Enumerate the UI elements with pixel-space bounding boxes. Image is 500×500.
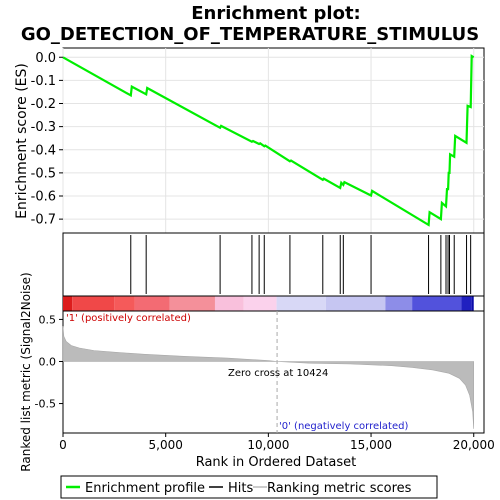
- es-y-tick-label: 0.0: [35, 51, 56, 66]
- metric-y-axis-label: Ranked list metric (Signal2Noise): [19, 272, 33, 471]
- heatmap-segment: [243, 296, 277, 311]
- heatmap-segment: [134, 296, 170, 311]
- heatmap-segment: [461, 296, 472, 311]
- legend-label-enrichment: Enrichment profile: [85, 481, 205, 496]
- x-tick-label: 20,000: [453, 438, 495, 452]
- heatmap-segment: [471, 296, 474, 311]
- positive-correlation-label: '1' (positively correlated): [66, 313, 191, 324]
- heatmap-segment: [214, 296, 244, 311]
- enrichment-profile-line: [62, 54, 475, 227]
- heatmap-segment: [63, 296, 73, 311]
- chart-title-line1: Enrichment plot:: [191, 3, 361, 24]
- x-axis-label: Rank in Ordered Dataset: [196, 455, 357, 470]
- metric-y-tick-label: 0.0: [39, 355, 57, 368]
- metric-y-tick-label: -0.5: [35, 398, 56, 411]
- legend-frame: [60, 475, 438, 499]
- rank-heatmap-bar: [62, 295, 485, 312]
- es-y-ticks: 0.0 -0.1 -0.2 -0.3 -0.4 -0.5 -0.6 -0.7: [31, 51, 63, 228]
- es-y-tick-label: -0.4: [31, 143, 56, 158]
- metric-panel: 0.5 0.0 -0.5 '1' (positively correlated) '…: [19, 272, 485, 472]
- heatmap-segment: [169, 296, 215, 311]
- es-y-tick-label: -0.7: [31, 213, 56, 228]
- heatmap-segment: [325, 296, 386, 311]
- metric-panel-frame: [62, 310, 485, 434]
- heatmap-segment: [114, 296, 135, 311]
- es-y-tick-label: -0.2: [31, 97, 56, 112]
- es-y-tick-label: -0.1: [31, 74, 56, 89]
- es-y-tick-label: -0.5: [31, 166, 56, 181]
- es-panel: 0.0 -0.1 -0.2 -0.3 -0.4 -0.5 -0.6 -0.7 Enrichme…: [14, 47, 485, 234]
- metric-y-tick-label: 0.5: [39, 313, 57, 326]
- heatmap-segment: [276, 296, 326, 311]
- metric-y-ticks: 0.5 0.0 -0.5: [35, 313, 63, 411]
- hit-marks: [130, 235, 472, 294]
- es-y-tick-label: -0.3: [31, 120, 56, 135]
- hits-panel-frame: [62, 232, 485, 297]
- x-tick-label: 5,000: [149, 438, 183, 452]
- chart-title-line2: GO_DETECTION_OF_TEMPERATURE_STIMULUS: [21, 24, 479, 45]
- x-tick-label: 15,000: [350, 438, 392, 452]
- es-panel-frame: [62, 47, 485, 234]
- legend: Enrichment profile Hits Ranking metric s…: [60, 475, 438, 499]
- heatmap-segment: [412, 296, 462, 311]
- es-y-tick-label: -0.6: [31, 190, 56, 205]
- negative-correlation-label: '0' (negatively correlated): [279, 421, 408, 432]
- legend-label-ranking: Ranking metric scores: [267, 481, 412, 496]
- x-tick-label: 10,000: [247, 438, 289, 452]
- zero-cross-label: Zero cross at 10424: [228, 368, 328, 379]
- heatmap-segment: [385, 296, 413, 311]
- heatmap-segments: [63, 296, 474, 311]
- hits-panel: [62, 232, 485, 297]
- ranking-metric-area: [62, 326, 474, 429]
- es-y-axis-label: Enrichment score (ES): [14, 63, 30, 219]
- legend-label-hits: Hits: [228, 481, 253, 496]
- x-tick-label: 0: [59, 438, 67, 452]
- x-axis-ticks: 0 5,000 10,000 15,000 20,000: [59, 433, 495, 452]
- heatmap-segment: [72, 296, 115, 311]
